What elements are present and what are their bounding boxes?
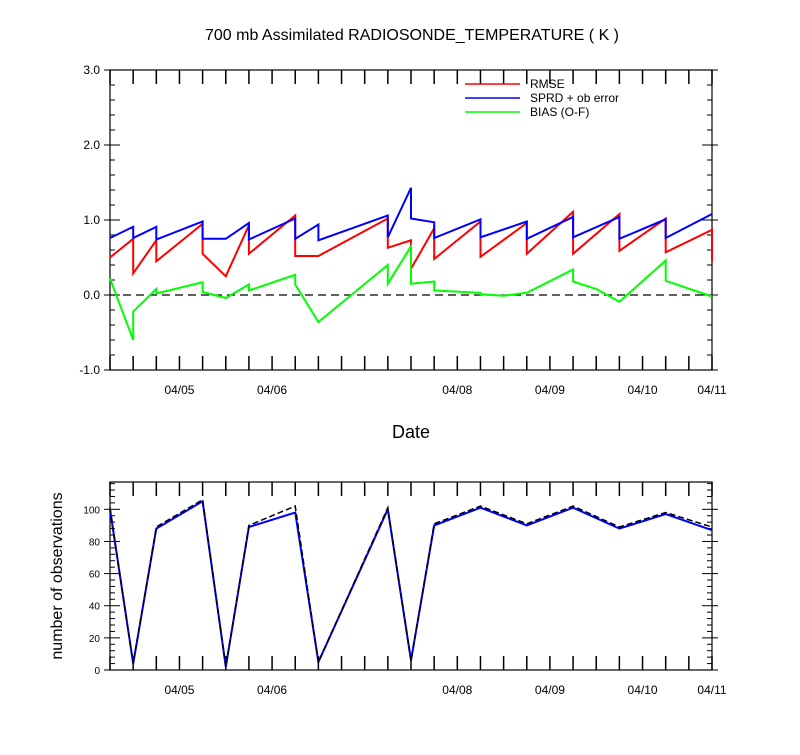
top-x-tick-label: 04/10 — [628, 383, 658, 397]
top-y-tick-label: 0.0 — [83, 288, 100, 302]
top-series-line-1 — [109, 187, 713, 242]
bottom-panel: 04/05 04/06 04/08 04/09 04/10 04/11 0 20 40 60 80 1… — [49, 481, 727, 697]
bottom-x-tick-label: 04/09 — [535, 683, 565, 697]
top-legend-label-2: BIAS (O-F) — [530, 105, 589, 119]
bottom-y-tick-label: 100 — [83, 505, 100, 516]
bottom-y-tick-label: 60 — [89, 570, 101, 581]
top-x-tick-label: 04/06 — [257, 383, 287, 397]
bottom-y-tick-label: 0 — [94, 666, 100, 677]
top-y-tick-label: 3.0 — [83, 63, 100, 77]
top-legend-label-0: RMSE — [530, 77, 565, 91]
bottom-y-axis-label: number of observations — [49, 492, 66, 659]
bottom-x-tick-label: 04/10 — [628, 683, 658, 697]
chart-title: 700 mb Assimilated RADIOSONDE_TEMPERATUR… — [205, 27, 619, 44]
bottom-y-tick-label: 80 — [89, 537, 101, 548]
top-x-axis-label: Date — [392, 422, 430, 442]
top-panel: 04/05 04/06 04/08 04/09 04/10 04/11 -1.0 0.0 1.0… — [79, 63, 727, 442]
top-y-tick-label: -1.0 — [79, 363, 100, 377]
bottom-y-tick-label: 40 — [89, 602, 101, 613]
top-plot-frame — [109, 69, 713, 371]
bottom-y-tick-label: 20 — [89, 634, 101, 645]
top-y-tick-label: 1.0 — [83, 213, 100, 227]
bottom-plot-frame — [109, 481, 713, 671]
top-x-tick-label: 04/08 — [442, 383, 472, 397]
bottom-series-line-1 — [109, 498, 713, 667]
bottom-x-tick-label: 04/06 — [257, 683, 287, 697]
bottom-x-tick-label: 04/11 — [697, 683, 726, 697]
top-x-tick-label: 04/11 — [697, 383, 726, 397]
top-legend-label-1: SPRD + ob error — [530, 91, 619, 105]
top-y-tick-label: 2.0 — [83, 138, 100, 152]
top-x-tick-label: 04/09 — [535, 383, 565, 397]
bottom-x-tick-label: 04/05 — [164, 683, 194, 697]
bottom-x-tick-label: 04/08 — [442, 683, 472, 697]
top-x-tick-label: 04/05 — [164, 383, 194, 397]
top-series-line-2 — [109, 242, 713, 341]
